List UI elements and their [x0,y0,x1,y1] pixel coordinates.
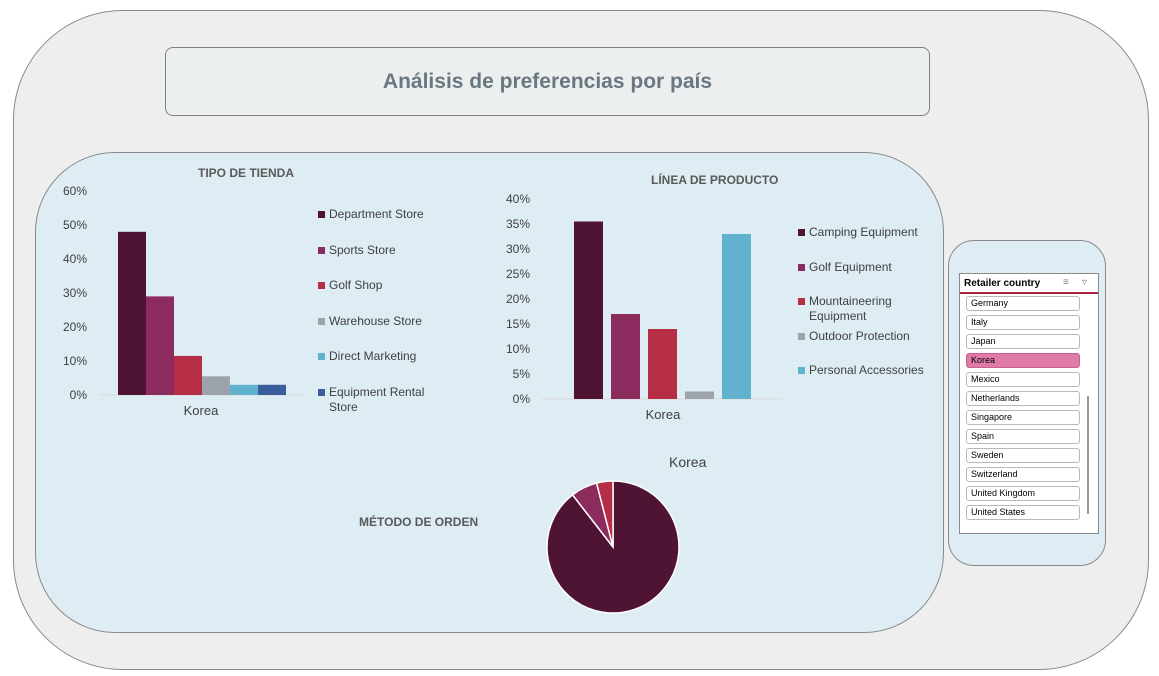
slicer-item-germany[interactable]: Germany [966,296,1080,311]
product-line-chart-title: LÍNEA DE PRODUCTO [651,173,779,187]
bar-outdoor-protection [685,391,714,399]
slicer-scrollbar[interactable] [1087,396,1089,514]
x-category-label: Korea [646,407,681,422]
legend-item: Equipment Rental Store [318,385,453,415]
y-tick-label: 30% [506,242,530,256]
y-tick-label: 10% [506,342,530,356]
slicer-header: Retailer country ≡ ▿ [960,274,1098,294]
legend-swatch [318,317,325,325]
legend-label: Mountaineering Equipment [809,294,892,323]
legend-label: Sports Store [329,242,396,257]
slicer-item-sweden[interactable]: Sweden [966,448,1080,463]
bar-warehouse-store [202,376,230,395]
y-tick-label: 60% [63,184,87,198]
pie-slice [595,480,614,548]
slicer-item-united-states[interactable]: United States [966,505,1080,520]
dashboard-title-text: Análisis de preferencias por país [382,69,713,93]
x-category-label: Korea [184,403,219,418]
legend-swatch [798,332,805,340]
legend-swatch [798,298,805,305]
legend-item: Sports Store [318,243,453,258]
legend-swatch [318,353,325,360]
slicer-item-italy[interactable]: Italy [966,315,1080,330]
legend-label: Equipment Rental Store [329,384,425,414]
legend-label: Outdoor Protection [809,328,910,343]
legend-item: Direct Marketing [318,349,453,364]
legend-label: Personal Accessories [809,363,924,377]
legend-swatch [798,263,805,271]
bar-golf-equipment [611,314,640,399]
legend-item: Department Store [318,207,453,222]
y-tick-label: 30% [63,286,87,300]
slicer-item-singapore[interactable]: Singapore [966,410,1080,425]
legend-swatch [318,211,325,218]
legend-label: Department Store [329,207,424,221]
y-tick-label: 20% [63,320,87,334]
y-tick-label: 40% [506,192,530,206]
clear-filter-icon[interactable]: ▿ [1082,277,1088,288]
legend-swatch [318,388,325,396]
legend-label: Direct Marketing [329,349,417,363]
legend-swatch [318,282,325,289]
legend-item: Camping Equipment [798,225,933,240]
multi-select-icon[interactable]: ≡ [1063,277,1069,288]
legend-item: Personal Accessories [798,363,933,378]
slicer-item-united-kingdom[interactable]: United Kingdom [966,486,1080,501]
bar-personal-accessories [722,234,751,399]
legend-label: Warehouse Store [329,313,422,328]
y-tick-label: 40% [63,252,87,266]
slicer-item-japan[interactable]: Japan [966,334,1080,349]
legend-item: Mountaineering Equipment [798,294,933,324]
y-tick-label: 15% [506,317,530,331]
slicer-item-netherlands[interactable]: Netherlands [966,391,1080,406]
legend-swatch [318,246,325,254]
y-tick-label: 0% [513,392,531,406]
y-tick-label: 0% [70,388,88,402]
bar-camping-equipment [574,221,603,399]
legend-label: Golf Shop [329,278,383,292]
order-method-chart-title: Korea [669,454,707,470]
slicer-item-korea[interactable]: Korea [966,353,1080,368]
legend-label: Golf Equipment [809,259,892,274]
legend-item: Golf Shop [318,278,453,293]
bar-department-store [118,231,146,395]
bar-golf-shop [174,355,202,395]
y-tick-label: 5% [513,367,531,381]
slicer-item-spain[interactable]: Spain [966,429,1080,444]
bar-equipment-rental-store [258,384,286,395]
order-method-chart-label: MÉTODO DE ORDEN [359,515,479,529]
legend-label: Camping Equipment [809,225,918,239]
y-tick-label: 20% [506,292,530,306]
bar-mountaineering-equipment [648,329,677,399]
slicer-title: Retailer country [964,278,1041,289]
store-type-chart-title: TIPO DE TIENDA [198,166,295,180]
slicer-item-switzerland[interactable]: Switzerland [966,467,1080,482]
legend-item: Warehouse Store [318,314,453,329]
y-tick-label: 25% [506,267,530,281]
legend-item: Golf Equipment [798,260,933,275]
bar-sports-store [146,296,174,395]
slicer-item-mexico[interactable]: Mexico [966,372,1080,387]
dashboard-title: Análisis de preferencias por país [165,47,930,116]
legend-swatch [798,367,805,374]
legend-item: Outdoor Protection [798,329,933,344]
y-tick-label: 35% [506,217,530,231]
y-tick-label: 10% [63,354,87,368]
bar-direct-marketing [230,384,258,395]
retailer-country-slicer: Retailer country ≡ ▿ Germany Italy Japan Ko… [959,273,1099,534]
y-tick-label: 50% [63,218,87,232]
legend-swatch [798,229,805,236]
